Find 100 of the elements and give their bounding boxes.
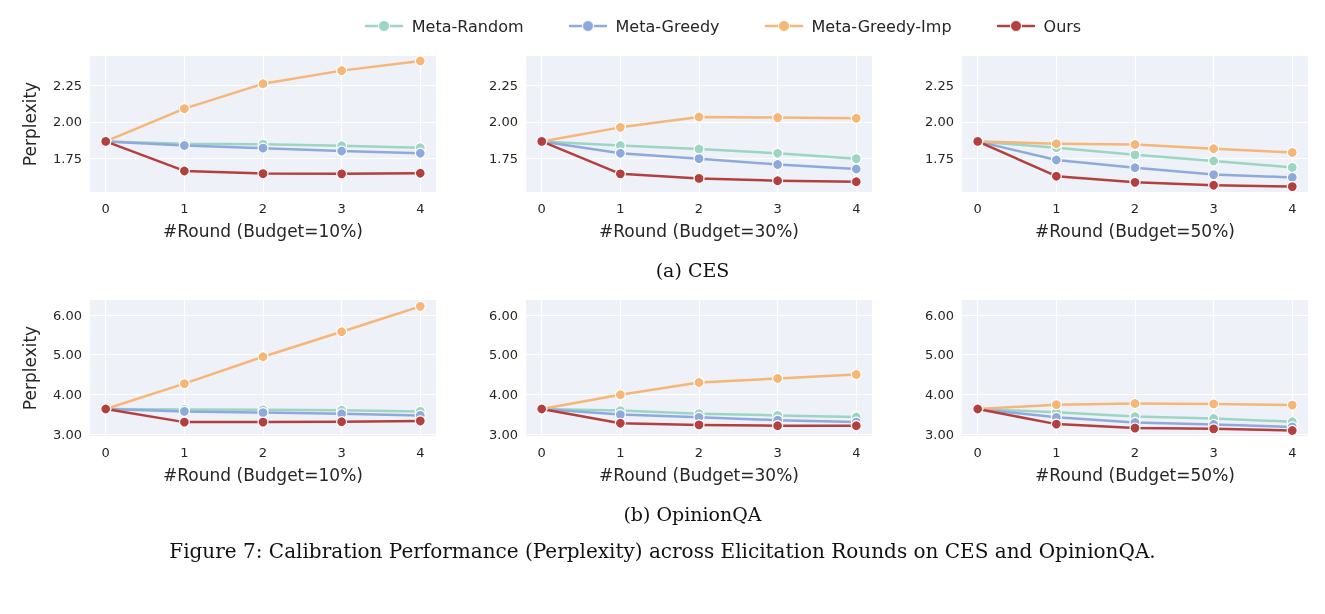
y-tick-label: 3.00 [489,426,518,442]
point [414,415,426,427]
x-tick-label: 3 [337,201,346,216]
point [693,111,705,123]
y-tick-label: 6.00 [53,307,82,323]
x-tick-label: 2 [1130,201,1140,216]
point [614,147,626,159]
y-tick-label: 5.00 [53,347,82,363]
point [1050,170,1062,182]
point [850,112,862,124]
x-tick-label: 2 [694,201,704,216]
y-tick-label: 3.00 [53,426,82,442]
point [614,389,626,401]
text: (b) OpinionQA [622,502,763,527]
point [1050,138,1062,150]
point [336,416,348,428]
point [414,167,426,179]
y-tick-label: 2.00 [489,114,518,130]
text: (a) CES [654,258,731,283]
x-tick-label: 3 [773,445,782,460]
y-axis-title: Perplexity [19,81,40,167]
point [1286,424,1298,437]
point [1050,154,1062,166]
y-tick-label: 2.25 [925,77,954,93]
point [693,172,705,184]
y-tick-label: 4.00 [53,386,82,402]
point [693,153,705,165]
x-tick-label: 1 [616,201,625,216]
x-tick-label: 3 [1209,445,1218,460]
y-tick-label: 6.00 [925,307,954,323]
legend-label: Meta-Greedy-Imp [811,16,952,36]
point [257,167,269,180]
point [257,78,269,90]
x-tick-label: 4 [1288,201,1297,216]
point [1129,138,1141,151]
y-axis-title: Perplexity [19,325,40,411]
x-tick-label: 2 [694,445,704,460]
point [772,158,784,171]
point [336,326,348,338]
y-tick-label: 1.75 [925,150,954,166]
y-tick-label: 4.00 [489,386,518,402]
x-tick-label: 4 [416,445,425,460]
y-tick-label: 4.00 [925,386,954,402]
point [850,163,862,175]
x-tick-label: 1 [180,201,189,216]
point [772,175,784,187]
point [1129,162,1141,174]
x-tick-label: 1 [1052,201,1061,216]
point [257,142,269,154]
point [414,147,426,159]
point [850,368,862,381]
y-tick-label: 6.00 [489,307,518,323]
x-tick-label: 4 [1288,445,1297,460]
y-tick-label: 3.00 [925,426,954,442]
x-tick-label: 4 [852,445,861,460]
point [257,416,269,428]
point [336,65,348,77]
point [178,165,190,177]
point [772,420,784,432]
y-tick-label: 5.00 [489,347,518,363]
y-tick-label: 2.00 [925,114,954,130]
point [614,168,626,180]
point [1050,418,1062,430]
point [1208,423,1220,435]
point [693,143,705,155]
point [1286,180,1298,193]
legend-label: Meta-Random [411,16,524,36]
legend-label: Ours [1043,16,1082,36]
point [414,300,426,312]
point [257,351,269,363]
point [614,417,626,429]
point [1208,398,1220,410]
y-tick-label: 1.75 [53,150,82,166]
x-tick-label: 0 [101,445,110,460]
point [693,419,705,431]
x-tick-label: 3 [1209,201,1218,216]
point [1129,422,1141,434]
x-tick-label: 1 [616,445,625,460]
x-tick-label: 2 [258,445,268,460]
x-axis-title: #Round (Budget=10%) [163,464,363,485]
x-tick-label: 2 [258,201,268,216]
point [1208,155,1220,167]
point [772,372,784,385]
x-tick-label: 3 [773,201,782,216]
y-tick-label: 2.00 [53,114,82,130]
point [1129,149,1141,161]
point [850,153,862,165]
point [1208,169,1220,181]
x-axis-title: #Round (Budget=30%) [599,220,799,241]
y-tick-label: 2.25 [53,77,82,93]
x-axis-title: #Round (Budget=50%) [1035,220,1235,241]
point [850,176,862,188]
point [1208,179,1220,191]
point [1129,397,1141,410]
point [772,111,784,124]
x-tick-label: 0 [973,445,982,460]
x-axis-title: #Round (Budget=30%) [599,464,799,485]
x-tick-label: 4 [416,201,425,216]
x-tick-label: 4 [852,201,861,216]
x-axis-title: #Round (Budget=10%) [163,220,363,241]
